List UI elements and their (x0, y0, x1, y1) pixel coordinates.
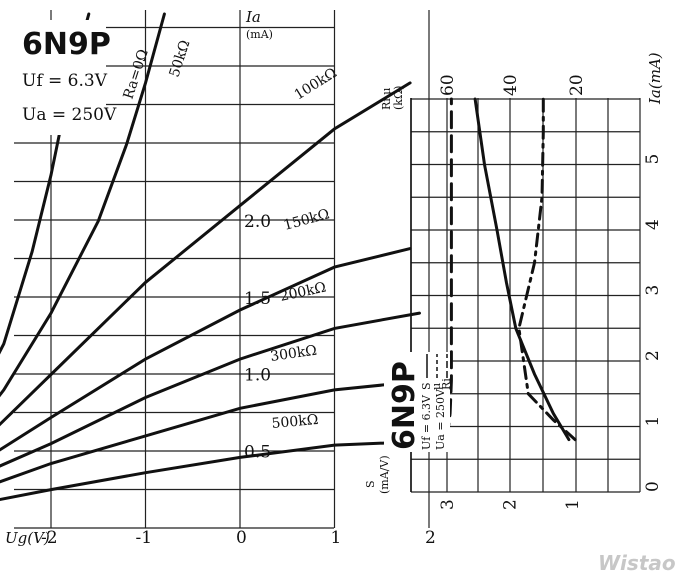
right-s-tick-label: 2 (501, 499, 521, 510)
right-chart: 0 1 2 3 4 5 60 40 20 3 2 1 6N9P Uf = 6.3V Ua = 250V… (364, 52, 664, 510)
left-y-label: Ia (245, 8, 261, 26)
right-legend-mu: μ (430, 383, 443, 390)
right-series-line (473, 97, 571, 442)
right-bottom-axis-label: S (364, 480, 377, 488)
left-series-line (0, 12, 166, 398)
right-ri-mu-tick-label: 60 (438, 74, 458, 96)
right-x-tick-label: 4 (643, 219, 663, 230)
right-x-axis-label: Ia(mA) (646, 52, 664, 105)
right-x-tick-label: 3 (643, 285, 663, 296)
right-ticks: 0 1 2 3 4 5 60 40 20 3 2 1 (438, 74, 663, 510)
left-tube-type: 6N9P (22, 27, 111, 62)
left-series-line (0, 380, 412, 484)
watermark-logo: Wistao (598, 551, 676, 575)
left-series-line (0, 311, 421, 468)
right-tube-type: 6N9P (387, 361, 422, 450)
left-series-line (0, 247, 412, 452)
right-bottom-axis-unit: (mA/V) (378, 455, 391, 494)
left-series-label: 150kΩ (282, 206, 331, 234)
right-legend-s: S (420, 382, 433, 390)
right-top-axis-label: Ri μ (380, 88, 393, 110)
right-legend-ri: Ri (440, 378, 453, 390)
right-anode-condition: Ua = 250V (434, 388, 447, 450)
right-s-tick-label: 1 (563, 499, 583, 510)
left-series-label: 50kΩ (167, 38, 194, 79)
left-series-line (0, 440, 412, 502)
left-series-label: 300kΩ (269, 343, 318, 365)
left-x-tick-label: 1 (331, 528, 342, 548)
right-x-tick-label: 1 (643, 416, 663, 427)
top-axis-label-group: Ri μ (kΩ) (380, 86, 405, 110)
left-x-tick-label: -2 (41, 528, 58, 548)
right-x-tick-label: 2 (643, 350, 663, 361)
left-x-label: Ug(V) (5, 529, 50, 547)
right-rotated-labels: 6N9P Uf = 6.3V Ua = 250V S μ Ri S (mA/V) (364, 352, 453, 494)
right-s-tick-label: 3 (438, 499, 458, 510)
left-y-tick-label: 1.0 (244, 366, 271, 386)
left-x-tick-label: 0 (236, 528, 247, 548)
left-label-box-bg (14, 20, 106, 135)
right-curves (445, 97, 577, 442)
right-series-line (517, 97, 577, 442)
left-x-tick-label: -1 (136, 528, 153, 548)
left-y-tick-label: 0.5 (244, 442, 271, 462)
left-series-label: 100kΩ (292, 65, 340, 103)
right-x-tick-label: 5 (643, 154, 663, 165)
left-y-tick-label: 2.0 (244, 212, 271, 232)
right-top-axis-unit: (kΩ) (392, 86, 405, 110)
left-filament-condition: Uf = 6.3V (22, 71, 108, 91)
right-label-box-bg (384, 352, 450, 452)
left-anode-condition: Ua = 250V (22, 105, 117, 125)
left-series-label: 500kΩ (271, 412, 319, 432)
left-series-line (0, 81, 412, 427)
right-ri-mu-tick-label: 40 (501, 74, 521, 96)
left-series-label: 200kΩ (279, 280, 328, 305)
right-ri-mu-tick-label: 20 (567, 74, 587, 96)
right-x-tick-label: 0 (643, 481, 663, 492)
right-series-line (445, 97, 453, 442)
right-axis-label-group: Ia(mA) (646, 52, 664, 105)
left-y-unit: (mA) (246, 28, 273, 41)
right-filament-condition: Uf = 6.3V (420, 394, 433, 450)
left-x-tick-label: 2 (425, 528, 436, 548)
left-y-tick-label: 1.5 (244, 289, 271, 309)
